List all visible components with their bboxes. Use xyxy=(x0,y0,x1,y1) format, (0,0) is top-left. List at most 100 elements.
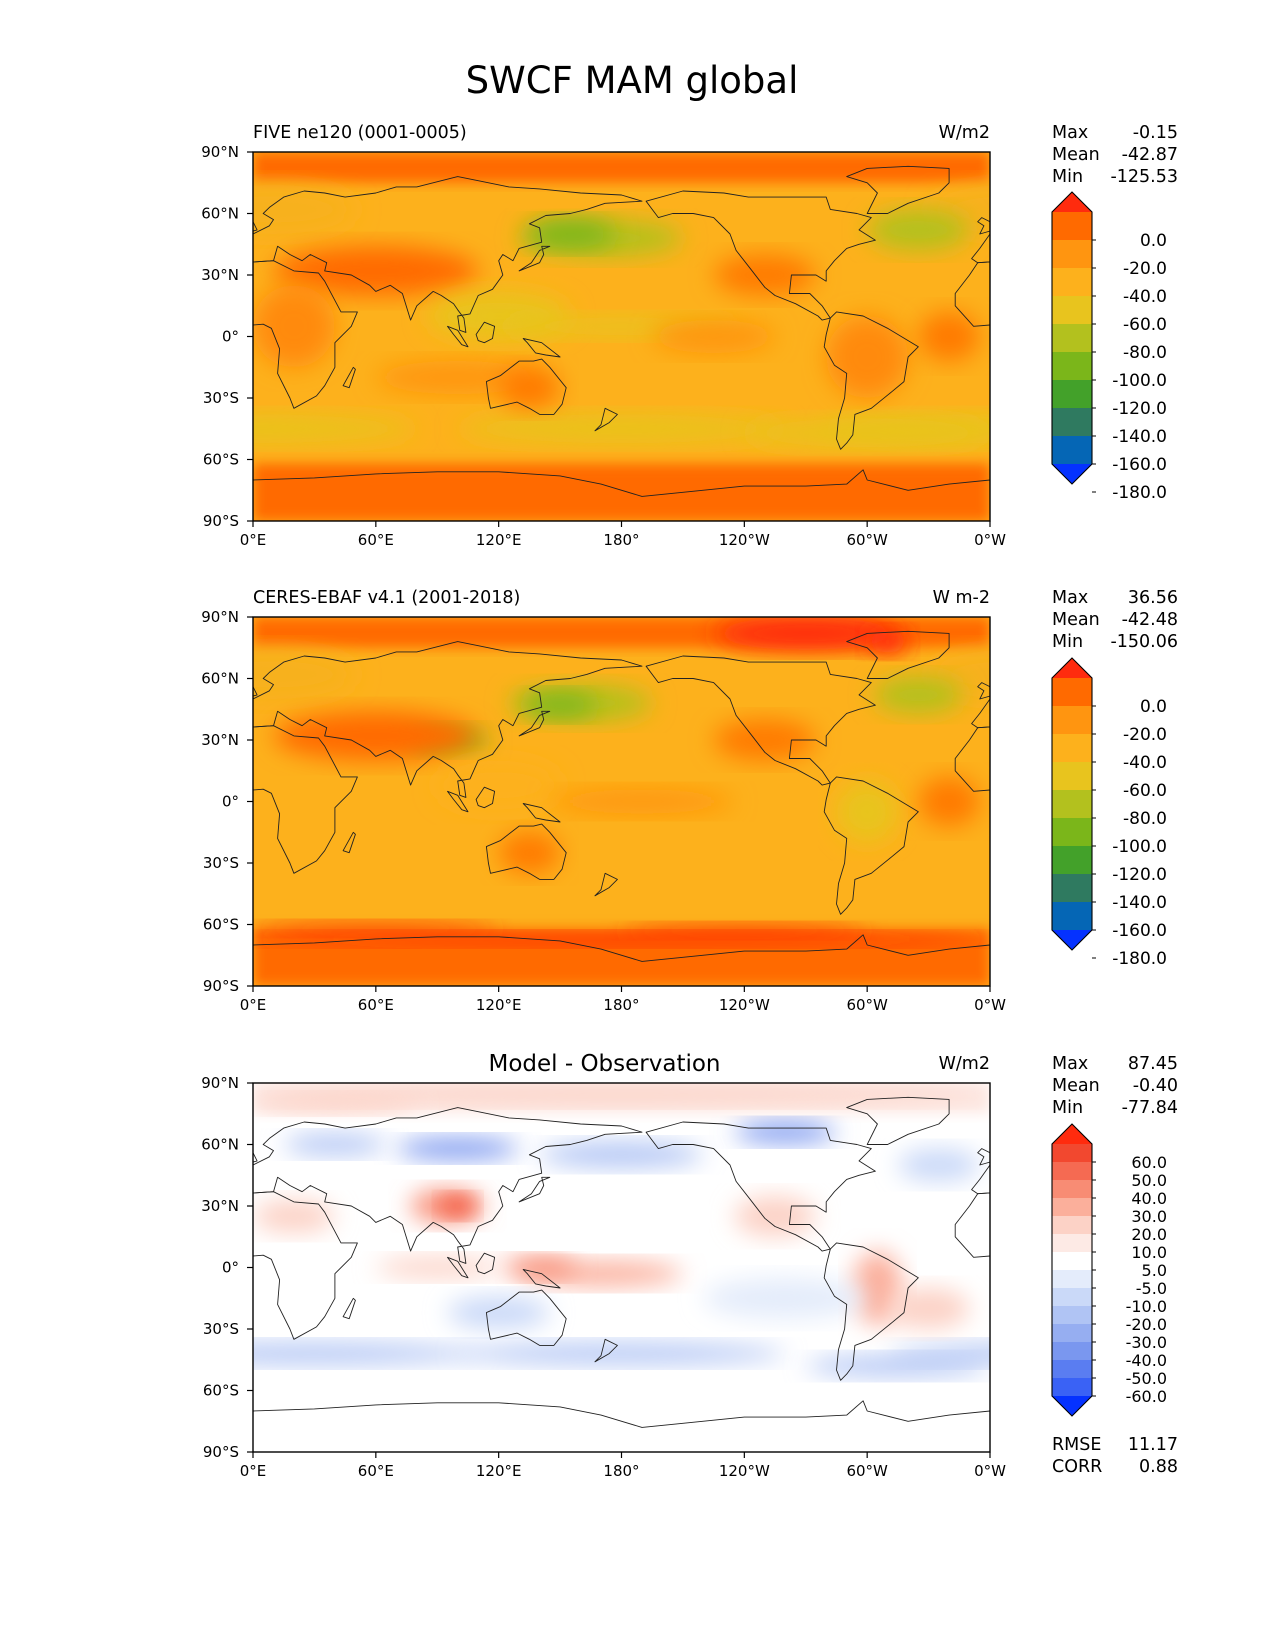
x-tick-label: 120°E xyxy=(476,996,522,1014)
y-tick-label: 0° xyxy=(222,1259,239,1277)
coastline-africa xyxy=(253,1191,990,1340)
colorbar-segment xyxy=(1052,1306,1092,1325)
coastline-borneo xyxy=(475,786,496,809)
colorbar-segment xyxy=(1052,240,1092,269)
colorbar-segment xyxy=(1052,762,1092,791)
field-contour xyxy=(713,617,898,650)
stat-value: 87.45 xyxy=(1128,1054,1178,1074)
x-tick-label: 120°W xyxy=(719,1462,770,1480)
south-band xyxy=(253,1394,990,1452)
colorbar-segment xyxy=(1052,818,1092,847)
colorbar-segment xyxy=(1052,1162,1092,1181)
colorbar-label: -80.0 xyxy=(1123,809,1167,829)
panel-difference: 0°E 60°E 120°E 180° 120°W 60°W 0°W 90°N 60°N 30°N… xyxy=(201,1051,1178,1480)
colorbar-label: -30.0 xyxy=(1126,1333,1167,1352)
field-contour xyxy=(523,692,597,718)
y-tick-label: 60°N xyxy=(201,205,239,223)
stat-label: Min xyxy=(1052,1098,1083,1118)
coastlines xyxy=(253,1096,990,1452)
field-contour xyxy=(447,1296,550,1329)
coastline-japan xyxy=(518,710,551,737)
colorbar-segment xyxy=(1052,1198,1092,1217)
coastline-newguinea xyxy=(522,338,561,358)
figure-title: SWCF MAM global xyxy=(466,59,799,102)
y-tick-label: 60°S xyxy=(203,1382,239,1400)
colorbar-extend-min xyxy=(1052,464,1092,484)
colorbar-segment xyxy=(1052,1216,1092,1235)
y-tick-label: 60°N xyxy=(201,1136,239,1154)
field-contour xyxy=(253,649,356,699)
coastline-japan xyxy=(518,1176,551,1203)
field-contour xyxy=(437,760,561,810)
stat-value: -42.48 xyxy=(1122,610,1178,630)
coastline-newzealand xyxy=(594,407,618,432)
colorbar-label: 60.0 xyxy=(1131,1153,1167,1172)
coastline-britain xyxy=(253,217,990,235)
y-tick-label: 90°N xyxy=(201,608,239,626)
stat-value: 11.17 xyxy=(1128,1435,1178,1455)
y-tick-label: 0° xyxy=(222,793,239,811)
coastline-africa xyxy=(253,260,990,409)
field-contour xyxy=(498,832,561,874)
x-tick-label: 60°E xyxy=(358,531,394,549)
stat-label: Min xyxy=(1052,632,1083,652)
north-band xyxy=(253,152,990,183)
field-contour xyxy=(703,1277,868,1319)
colorbar-label: -180.0 xyxy=(1112,949,1167,969)
map-field-observation xyxy=(253,617,990,986)
field-contour xyxy=(887,1288,970,1329)
field-contour xyxy=(867,629,909,654)
coastlines xyxy=(253,630,990,986)
colorbar-extend-max xyxy=(1052,658,1092,678)
coastline-australia xyxy=(485,1289,567,1346)
stat-value: -0.15 xyxy=(1133,123,1178,143)
y-tick-label: 0° xyxy=(222,328,239,346)
x-tick-label: 60°W xyxy=(846,996,888,1014)
field-contour xyxy=(836,781,898,843)
colorbar-extend-min xyxy=(1052,930,1092,950)
colorbar-label: -60.0 xyxy=(1123,315,1167,335)
colorbar-label: -5.0 xyxy=(1136,1279,1167,1298)
map-field-difference xyxy=(253,1083,990,1452)
stat-value: 0.88 xyxy=(1139,1457,1178,1477)
field-contour xyxy=(375,1257,499,1278)
colorbar-observation: 0.0 -20.0 -40.0 -60.0 -80.0 -100.0 -120.0 -140.… xyxy=(1051,657,1167,969)
field-contour xyxy=(253,1343,479,1364)
colorbar-extend-max xyxy=(1052,1124,1092,1144)
y-tick-label: 60°N xyxy=(201,670,239,688)
colorbar-segment xyxy=(1052,324,1092,353)
panel-observation: 0°E 60°E 120°E 180° 120°W 60°W 0°W 90°N 60°N 30°N… xyxy=(201,588,1178,1014)
colorbar-segment xyxy=(1052,268,1092,297)
colorbar-label: -20.0 xyxy=(1123,259,1167,279)
coastline-sumatra xyxy=(447,325,469,348)
colorbar-label: -160.0 xyxy=(1112,455,1167,475)
coastline-greenland xyxy=(846,630,950,679)
y-tick-label: 90°N xyxy=(201,1074,239,1092)
coastline-sumatra xyxy=(447,1256,469,1279)
x-tick-label: 0°E xyxy=(240,1462,267,1480)
field-contour xyxy=(826,316,909,398)
x-tick-label: 180° xyxy=(603,996,639,1014)
field-contour xyxy=(897,1148,980,1182)
colorbar-label: -100.0 xyxy=(1112,371,1167,391)
field-contour xyxy=(273,246,479,296)
colorbar-segment xyxy=(1052,1180,1092,1199)
coastline-japan xyxy=(518,245,551,272)
x-tick-label: 0°W xyxy=(974,996,1006,1014)
stat-value: -125.53 xyxy=(1110,167,1178,187)
coastline-namerica xyxy=(645,190,876,321)
colorbar-label: -40.0 xyxy=(1123,287,1167,307)
colorbar-extend-min xyxy=(1052,1396,1092,1416)
x-tick-label: 120°E xyxy=(476,531,522,549)
coastline-antarctica xyxy=(253,1400,990,1452)
field-contour xyxy=(396,1138,520,1159)
x-tick-label: 0°W xyxy=(974,1462,1006,1480)
y-tick-label: 90°S xyxy=(203,512,239,530)
colorbar-label: -140.0 xyxy=(1112,893,1167,913)
stat-label: Max xyxy=(1052,123,1088,143)
x-tick-label: 0°E xyxy=(240,996,267,1014)
stat-label: CORR xyxy=(1052,1457,1102,1477)
x-tick-label: 120°W xyxy=(719,531,770,549)
coastline-samerica xyxy=(823,311,919,450)
field-contour xyxy=(253,1083,990,1104)
